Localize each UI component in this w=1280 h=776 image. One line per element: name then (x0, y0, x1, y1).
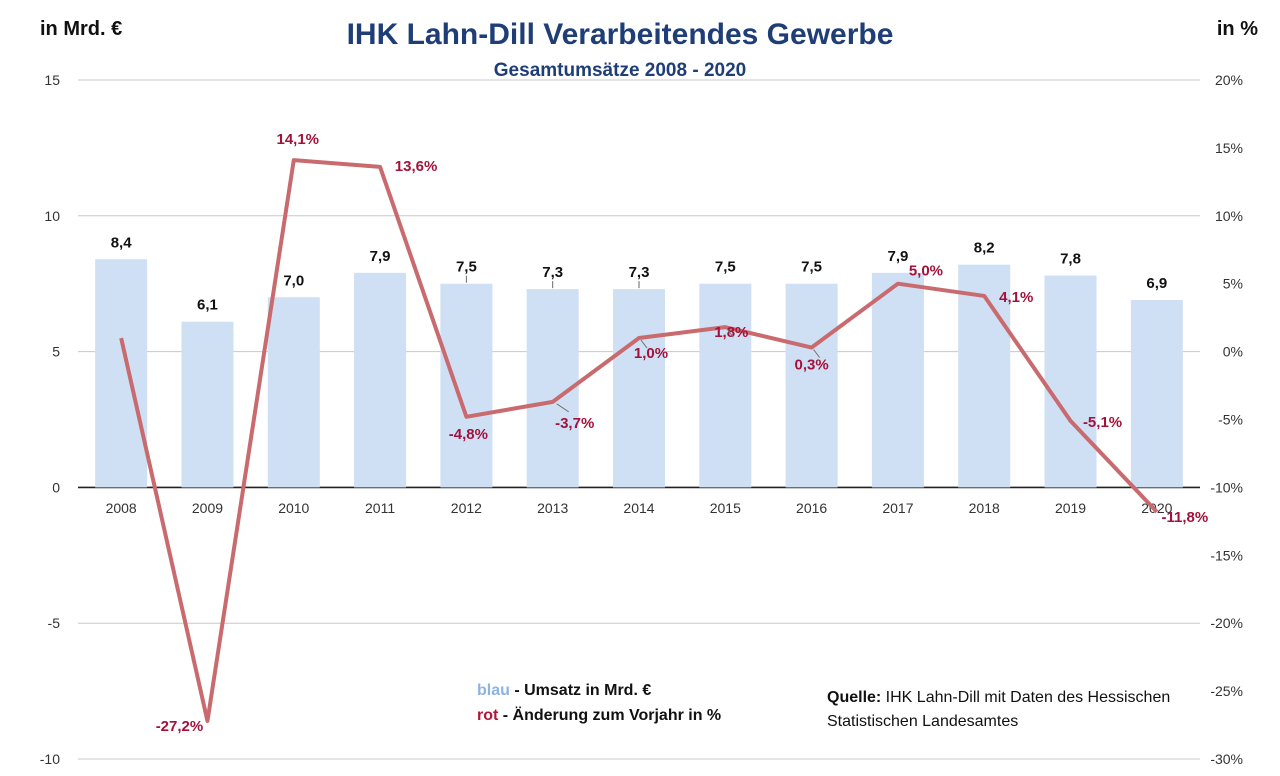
left-axis-unit: in Mrd. € (40, 18, 123, 40)
bar-2015 (699, 283, 752, 488)
left-tick-label: 5 (52, 344, 60, 360)
right-tick-label: 10% (1215, 208, 1243, 224)
bar-2008 (95, 259, 148, 488)
legend-blue-text: - Umsatz in Mrd. € (509, 682, 652, 699)
legend-red-text: - Änderung zum Vorjahr in % (498, 707, 722, 724)
x-tick-label: 2018 (969, 500, 1000, 516)
x-tick-label: 2016 (796, 500, 827, 516)
bar-value-label: 7,9 (887, 248, 908, 265)
label-leader (813, 349, 821, 358)
right-tick-label: 5% (1223, 276, 1243, 292)
legend-line-series: rot - Änderung zum Vorjahr in % (477, 707, 721, 725)
label-leader (556, 403, 569, 413)
bar-2019 (1044, 275, 1097, 488)
bar-value-label: 6,9 (1146, 275, 1167, 292)
x-tick-label: 2011 (365, 500, 395, 516)
right-tick-label: -25% (1210, 683, 1243, 699)
pct-label: 5,0% (909, 263, 943, 280)
bar-value-label: 7,9 (370, 248, 391, 265)
source-label: Quelle: (827, 689, 882, 706)
bar-value-label: 7,5 (715, 259, 736, 276)
left-tick-label: -5 (48, 615, 61, 631)
right-tick-label: 15% (1215, 140, 1243, 156)
pct-label: -27,2% (156, 718, 204, 735)
pct-label: 1,0% (634, 345, 668, 362)
pct-label: 0,3% (795, 357, 829, 374)
chart-subtitle: Gesamtumsätze 2008 - 2020 (493, 60, 747, 81)
legend-red-word: rot (477, 707, 499, 724)
x-tick-label: 2019 (1055, 500, 1086, 516)
bar-2012 (440, 283, 493, 488)
right-tick-label: 0% (1223, 344, 1243, 360)
bar-value-label: 8,4 (111, 234, 133, 251)
left-tick-label: -10 (40, 751, 60, 767)
left-tick-label: 15 (44, 72, 60, 88)
x-tick-label: 2010 (278, 500, 309, 516)
bar-2009 (181, 321, 234, 488)
pct-label: 1,8% (714, 324, 748, 341)
bar-2010 (267, 297, 320, 488)
change-line (119, 158, 1159, 723)
bar-value-label: 7,5 (456, 259, 477, 276)
pct-label: -11,8% (1161, 509, 1208, 526)
legend-blue-word: blau (477, 682, 510, 699)
right-tick-label: -20% (1210, 615, 1243, 631)
label-leader (640, 339, 648, 349)
x-tick-label: 2017 (882, 500, 913, 516)
left-tick-label: 10 (44, 208, 60, 224)
pct-label: -3,7% (555, 415, 594, 432)
pct-label: -5,1% (1083, 414, 1122, 431)
bar-2018 (958, 264, 1011, 488)
x-tick-label: 2013 (537, 500, 568, 516)
bar-2020 (1130, 299, 1183, 488)
source-note: Quelle: IHK Lahn-Dill mit Daten des Hess… (827, 686, 1217, 734)
right-tick-label: 20% (1215, 72, 1243, 88)
pct-label: 14,1% (276, 131, 319, 148)
x-tick-label: 2012 (451, 500, 482, 516)
bar-2016 (785, 283, 838, 488)
x-tick-label: 2014 (623, 500, 654, 516)
legend-bar-series: blau - Umsatz in Mrd. € (477, 682, 651, 700)
bar-2011 (354, 272, 407, 488)
x-tick-label: 2008 (106, 500, 137, 516)
left-tick-label: 0 (52, 479, 60, 495)
right-tick-label: -15% (1210, 547, 1243, 563)
chart-title: IHK Lahn-Dill Verarbeitendes Gewerbe (346, 18, 894, 51)
bar-value-label: 7,3 (542, 264, 563, 281)
label-leader (726, 328, 734, 338)
right-axis-unit: in % (1216, 18, 1258, 40)
right-tick-label: -30% (1210, 751, 1243, 767)
bar-value-label: 8,2 (974, 240, 995, 257)
x-tick-label: 2009 (192, 500, 223, 516)
pct-label: 13,6% (395, 158, 438, 175)
x-tick-label: 2015 (710, 500, 741, 516)
pct-label: -4,8% (449, 426, 488, 443)
pct-label: 4,1% (999, 289, 1033, 306)
bar-2014 (613, 289, 665, 488)
bar-value-label: 6,1 (197, 297, 218, 314)
bar-value-label: 7,0 (283, 272, 304, 289)
bar-value-label: 7,8 (1060, 251, 1081, 268)
bar-value-label: 7,3 (629, 264, 650, 281)
right-tick-label: -10% (1210, 479, 1243, 495)
bar-2017 (871, 272, 924, 488)
bar-value-label: 7,5 (801, 259, 822, 276)
source-text: IHK Lahn-Dill mit Daten des Hessischen S… (827, 689, 1171, 730)
right-tick-label: -5% (1218, 412, 1243, 428)
